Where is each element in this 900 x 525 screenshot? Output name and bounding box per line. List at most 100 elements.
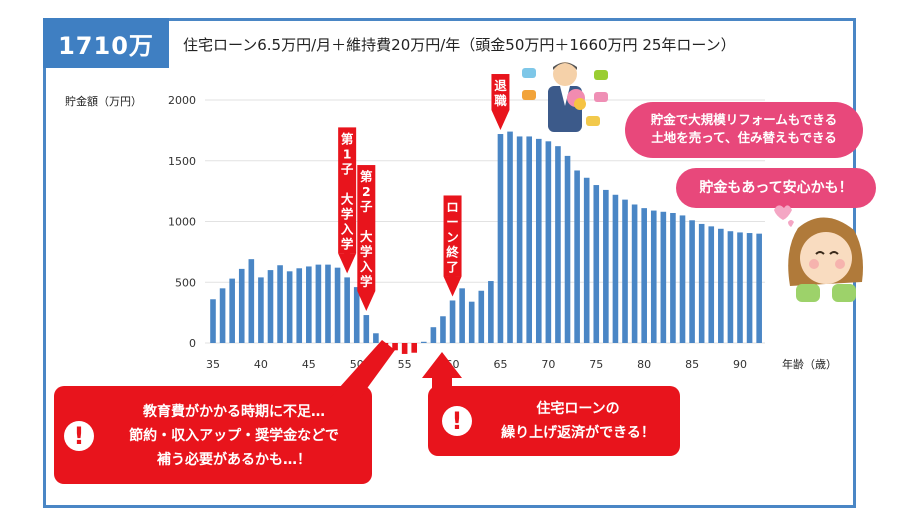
- woman-illustration: [770, 200, 870, 310]
- bar: [746, 233, 753, 343]
- education-shortfall-callout: ! 教育費がかかる時期に不足… 節約・収入アップ・奨学金などで 補う必要があるか…: [54, 386, 372, 484]
- bar: [555, 146, 561, 343]
- bar: [612, 194, 619, 343]
- marker-label-char: ロ: [446, 199, 459, 214]
- bar: [603, 189, 609, 343]
- y-axis-ticks: 0 500 1000 1500 2000: [168, 94, 196, 350]
- bar-series: [210, 131, 762, 354]
- bar: [670, 212, 676, 343]
- marker-label-char: 子: [341, 161, 354, 176]
- x-tick-label: 70: [541, 358, 555, 371]
- bar: [296, 268, 303, 343]
- marker-label-char: 退: [494, 78, 507, 93]
- x-tick-label: 75: [589, 358, 603, 371]
- bar: [574, 170, 580, 343]
- bar: [468, 301, 475, 343]
- bar: [545, 141, 552, 343]
- bar: [430, 327, 437, 343]
- y-axis-label: 貯金額（万円）: [65, 94, 142, 108]
- bar: [535, 138, 542, 343]
- bar: [306, 266, 312, 343]
- bar: [679, 215, 686, 343]
- x-tick-label: 80: [637, 358, 651, 371]
- bar: [344, 277, 350, 343]
- marker-label-char: 子: [360, 199, 373, 214]
- bar: [497, 134, 504, 343]
- bar: [373, 333, 379, 343]
- x-tick-label: 65: [493, 358, 507, 371]
- prepayment-callout: ! 住宅ローンの 繰り上げ返済ができる！: [428, 386, 680, 456]
- x-tick-label: 45: [302, 358, 316, 371]
- bar: [689, 220, 695, 343]
- bar: [459, 288, 465, 343]
- marker-label-char: 学: [341, 206, 354, 221]
- callout-left-line-1: 教育費がかかる時期に不足…: [143, 404, 325, 420]
- y-tick-label: 1500: [168, 155, 196, 168]
- bar: [737, 232, 743, 343]
- bar: [564, 155, 571, 343]
- bubble-line-2: 土地を売って、住み替えもできる: [651, 130, 837, 145]
- bar: [248, 259, 255, 343]
- future-options-bubble: 貯金で大規模リフォームもできる 土地を売って、住み替えもできる: [625, 102, 863, 158]
- bar: [238, 268, 245, 343]
- x-tick-label: 90: [733, 358, 747, 371]
- bar: [660, 211, 667, 343]
- bar: [334, 267, 341, 343]
- bar: [421, 341, 427, 343]
- marker-label-char: 学: [341, 236, 354, 251]
- bar: [325, 264, 331, 343]
- marker-label-char: 学: [360, 244, 373, 259]
- marker-label-char: 大: [360, 229, 373, 244]
- bar: [363, 315, 370, 343]
- x-axis-label: 年齢（歳）: [782, 357, 837, 371]
- bubble-line-1: 貯金で大規模リフォームもできる: [650, 112, 838, 127]
- bar: [488, 281, 494, 343]
- bar: [449, 300, 456, 343]
- bar: [526, 136, 532, 343]
- marker-box: [357, 165, 376, 292]
- exclamation-icon: !: [64, 421, 94, 451]
- bar: [353, 287, 360, 343]
- bar: [698, 223, 705, 343]
- x-tick-label: 55: [398, 358, 412, 371]
- retiree-icon: [522, 62, 608, 132]
- savings-badge: 1710万: [43, 18, 169, 68]
- bar: [622, 199, 628, 343]
- bar: [286, 271, 293, 343]
- y-tick-label: 2000: [168, 94, 196, 107]
- marker-label-char: ー: [446, 214, 459, 229]
- marker-label-char: 終: [446, 244, 459, 259]
- x-tick-label: 60: [446, 358, 460, 371]
- bar: [315, 264, 322, 343]
- marker-label-char: 第: [341, 131, 354, 146]
- bar: [229, 278, 235, 343]
- marker-label-char: 2: [362, 184, 371, 199]
- bar: [583, 177, 590, 343]
- bar: [507, 131, 513, 343]
- marker-label-char: 入: [360, 259, 373, 274]
- chart-header: 住宅ローン6.5万円/月＋維持費20万円/年（頭金50万円＋1660万円 25年…: [183, 36, 736, 54]
- callout-left-line-2: 節約・収入アップ・奨学金などで: [129, 428, 339, 444]
- marker-label-char: 職: [494, 93, 507, 108]
- y-tick-label: 500: [175, 276, 196, 289]
- bar: [392, 343, 398, 351]
- bar: [650, 210, 657, 343]
- bar: [219, 288, 226, 343]
- bar: [382, 343, 389, 345]
- bar: [478, 290, 485, 343]
- x-tick-label: 40: [254, 358, 268, 371]
- relief-bubble: 貯金もあって安心かも！: [676, 168, 876, 208]
- y-tick-label: 0: [189, 337, 196, 350]
- x-tick-label: 50: [350, 358, 364, 371]
- bar: [411, 343, 418, 353]
- marker-label-char: 1: [343, 146, 352, 161]
- marker-label-char: 大: [341, 191, 354, 206]
- bar: [631, 204, 638, 343]
- event-marker: 退職: [491, 74, 510, 131]
- woman-icon: [774, 205, 863, 302]
- bar: [756, 233, 762, 343]
- callout-right-line-1: 住宅ローンの: [536, 401, 620, 417]
